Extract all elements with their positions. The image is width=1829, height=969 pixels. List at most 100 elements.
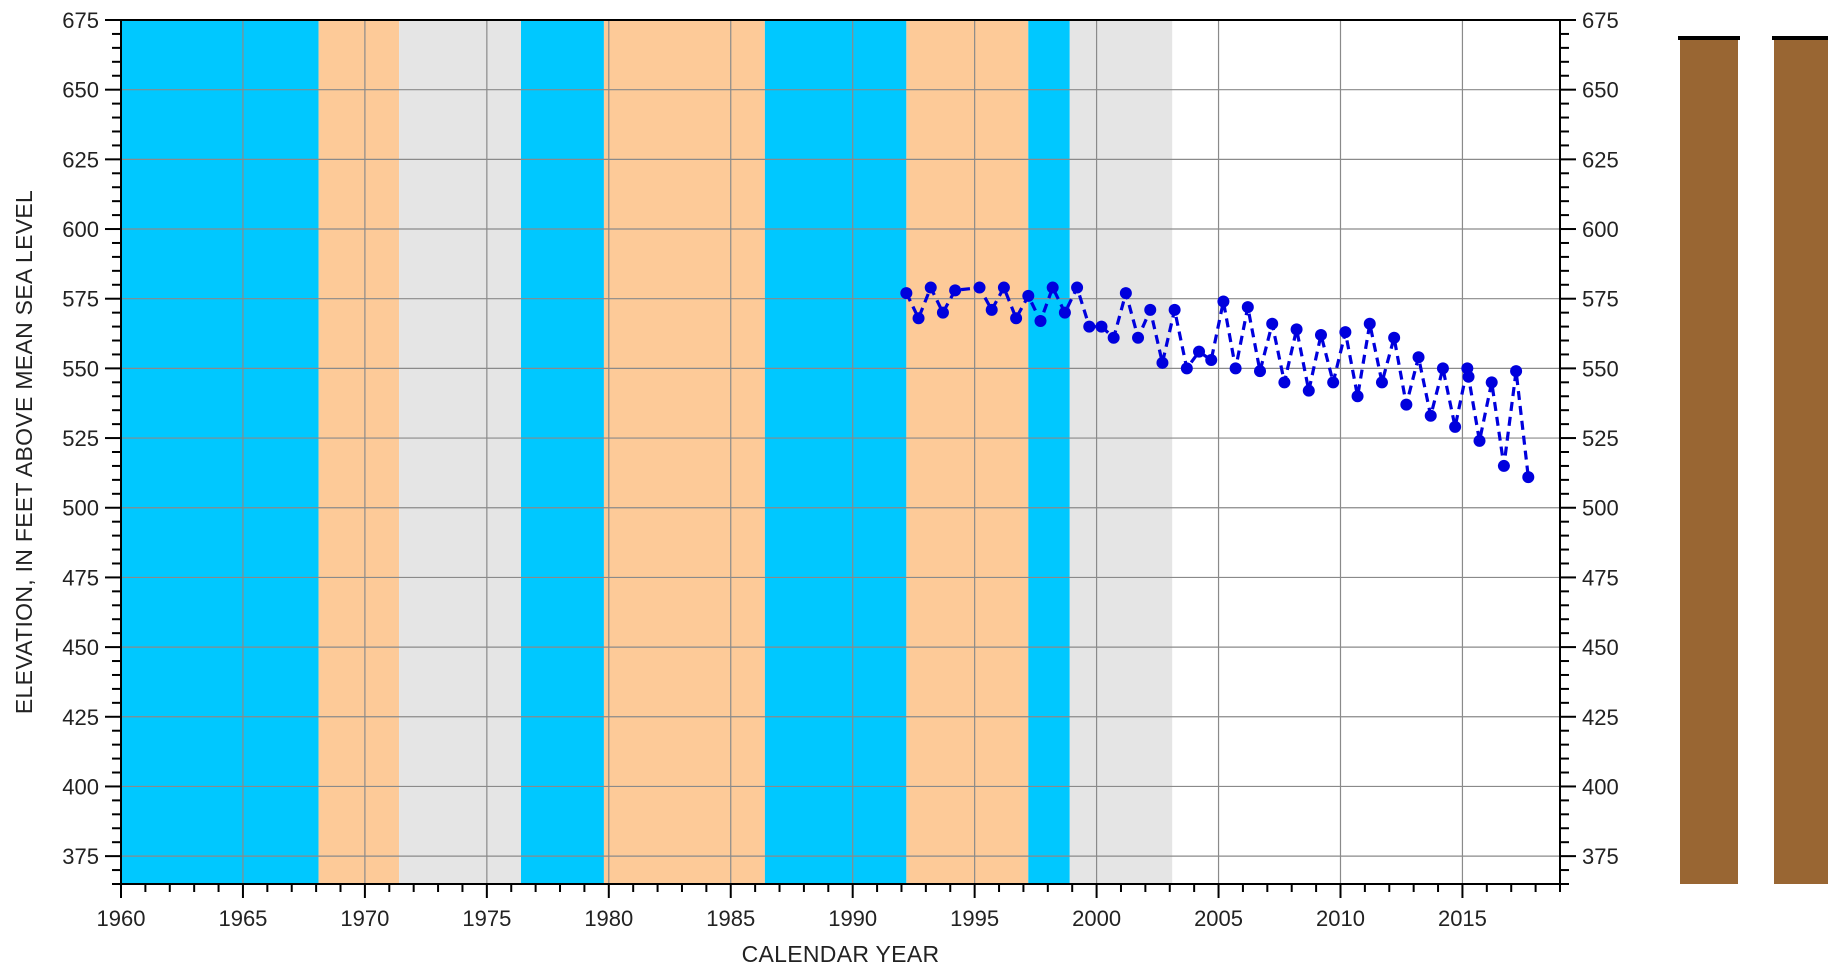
background-band	[318, 20, 400, 884]
x-tick-label: 1985	[706, 906, 755, 931]
background-band	[906, 20, 1029, 884]
data-point	[1327, 376, 1340, 389]
data-point	[1302, 384, 1315, 397]
data-point	[1254, 365, 1267, 378]
x-tick-label: 1990	[828, 906, 877, 931]
background-band	[764, 20, 907, 884]
background-band	[1028, 20, 1070, 884]
data-point	[1217, 295, 1230, 308]
data-point	[1412, 351, 1425, 364]
y-tick-label-right: 525	[1582, 426, 1619, 451]
y-tick-label-left: 600	[62, 217, 99, 242]
y-tick-label-left: 525	[62, 426, 99, 451]
data-point	[997, 281, 1010, 294]
x-axis-title: CALENDAR YEAR	[742, 941, 940, 967]
data-point	[1400, 398, 1413, 411]
data-point	[1266, 317, 1279, 330]
data-point	[1522, 471, 1535, 484]
side-column-right	[1774, 38, 1828, 884]
y-tick-label-right: 400	[1582, 774, 1619, 799]
y-tick-label-left: 425	[62, 705, 99, 730]
data-point	[936, 306, 949, 319]
y-tick-label-right: 625	[1582, 147, 1619, 172]
data-point	[973, 281, 986, 294]
y-tick-label-left: 625	[62, 147, 99, 172]
tick-labels: 1960 1965 1970 1975 1980 1985 1990 1995 2000 2005…	[62, 8, 1618, 931]
y-axis-title: ELEVATION, IN FEET ABOVE MEAN SEA LEVEL	[11, 190, 37, 714]
data-point	[1144, 303, 1157, 316]
background-band	[121, 20, 319, 884]
data-point	[1180, 362, 1193, 375]
data-point	[1168, 303, 1181, 316]
y-tick-label-right: 375	[1582, 844, 1619, 869]
x-tick-label: 2005	[1194, 906, 1243, 931]
y-tick-label-right: 425	[1582, 705, 1619, 730]
data-point	[985, 303, 998, 316]
data-point	[1107, 331, 1120, 344]
y-tick-label-left: 500	[62, 496, 99, 521]
x-tick-label: 1965	[218, 906, 267, 931]
data-point	[1351, 390, 1364, 403]
y-tick-label-right: 550	[1582, 356, 1619, 381]
background-bands	[121, 20, 1173, 884]
data-point	[1314, 328, 1327, 341]
data-point	[1424, 409, 1437, 422]
y-tick-label-left: 575	[62, 287, 99, 312]
x-tick-label: 1995	[950, 906, 999, 931]
data-point	[1375, 376, 1388, 389]
x-tick-label: 2010	[1316, 906, 1365, 931]
data-point	[1462, 370, 1475, 383]
data-point	[1485, 376, 1498, 389]
data-point	[1510, 365, 1523, 378]
axis-ticks	[105, 19, 1576, 898]
x-tick-label: 1960	[97, 906, 146, 931]
data-point	[924, 281, 937, 294]
data-point	[949, 284, 962, 297]
data-point	[1083, 320, 1096, 333]
data-point	[1046, 281, 1059, 294]
data-point	[1022, 289, 1035, 302]
side-column-left	[1680, 38, 1738, 884]
background-band	[603, 20, 765, 884]
background-band	[520, 20, 604, 884]
side-panel	[1678, 36, 1828, 884]
background-band	[1069, 20, 1173, 884]
series-line	[904, 283, 1530, 478]
y-tick-label-left: 475	[62, 565, 99, 590]
y-tick-label-right: 650	[1582, 78, 1619, 103]
y-tick-label-right: 475	[1582, 565, 1619, 590]
data-point	[1034, 315, 1047, 328]
data-point	[1278, 376, 1291, 389]
data-point	[1095, 320, 1108, 333]
x-tick-label: 1970	[340, 906, 389, 931]
data-point	[1229, 362, 1242, 375]
data-point	[1010, 312, 1023, 325]
data-point	[912, 312, 925, 325]
data-point	[1449, 420, 1462, 433]
data-point	[1363, 317, 1376, 330]
data-point	[1132, 331, 1145, 344]
data-point	[1436, 362, 1449, 375]
x-tick-label: 2000	[1072, 906, 1121, 931]
data-point	[1290, 323, 1303, 336]
data-point	[1058, 306, 1071, 319]
y-tick-label-left: 400	[62, 774, 99, 799]
y-tick-label-right: 600	[1582, 217, 1619, 242]
y-tick-label-left: 650	[62, 78, 99, 103]
y-tick-label-right: 675	[1582, 8, 1619, 33]
data-point	[1497, 459, 1510, 472]
y-tick-label-left: 675	[62, 8, 99, 33]
data-point	[1205, 354, 1218, 367]
y-tick-label-right: 450	[1582, 635, 1619, 660]
data-point	[1388, 331, 1401, 344]
x-tick-label: 2015	[1438, 906, 1487, 931]
y-tick-label-right: 575	[1582, 287, 1619, 312]
data-point	[1241, 301, 1254, 314]
y-tick-label-left: 450	[62, 635, 99, 660]
data-point	[1473, 434, 1486, 447]
x-tick-label: 1975	[462, 906, 511, 931]
y-tick-label-left: 375	[62, 844, 99, 869]
data-point	[1156, 356, 1169, 369]
background-band	[399, 20, 521, 884]
